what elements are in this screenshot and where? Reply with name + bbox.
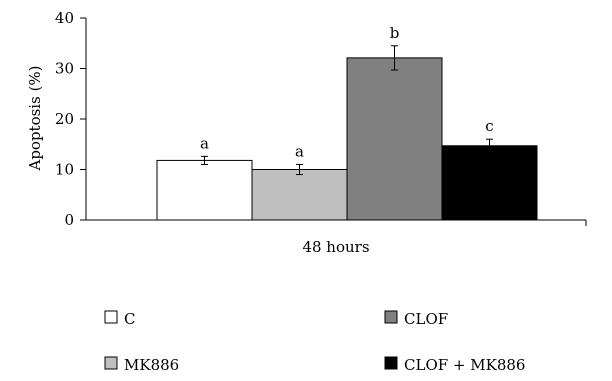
legend-item: CLOF — [384, 310, 448, 328]
significance-label: c — [485, 117, 493, 135]
x-axis: 48 hours — [86, 219, 587, 256]
legend-label: MK886 — [124, 356, 179, 374]
y-axis: 0 10 20 30 40 — [55, 9, 87, 229]
bar — [441, 145, 538, 221]
significance-label: a — [200, 134, 209, 152]
bar — [251, 169, 348, 221]
bars-group: a a b c — [156, 24, 538, 221]
legend-swatch — [104, 310, 118, 324]
y-axis-title: Apoptosis (%) — [26, 65, 44, 171]
x-category-label: 48 hours — [302, 238, 369, 256]
legend-item: MK886 — [104, 356, 179, 374]
bar — [346, 57, 443, 221]
legend-item: CLOF + MK886 — [384, 356, 525, 374]
legend-label: C — [124, 310, 135, 328]
significance-label: b — [390, 24, 400, 42]
significance-label: a — [295, 142, 304, 160]
y-tick-label: 0 — [64, 211, 74, 229]
legend-label: CLOF + MK886 — [404, 356, 525, 374]
legend: C CLOF MK886 CLOF + MK886 — [104, 310, 525, 374]
y-tick-label: 10 — [55, 161, 74, 179]
legend-swatch — [384, 310, 398, 324]
y-tick-label: 40 — [55, 9, 74, 27]
y-tick-label: 30 — [55, 60, 74, 78]
legend-swatch — [384, 356, 398, 370]
legend-label: CLOF — [404, 310, 448, 328]
legend-swatch — [104, 356, 118, 370]
y-tick-label: 20 — [55, 110, 74, 128]
bar — [156, 159, 253, 221]
legend-item: C — [104, 310, 135, 328]
